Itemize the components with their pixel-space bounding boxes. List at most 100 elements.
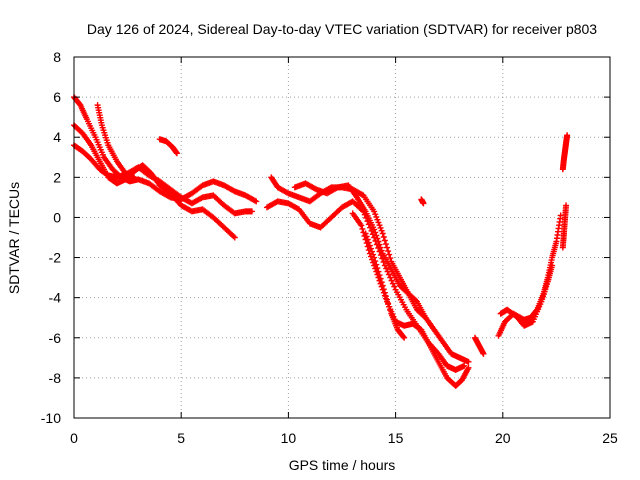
- data-point: [422, 314, 429, 321]
- data-point: [367, 245, 374, 252]
- data-point: [362, 230, 369, 237]
- data-point: [373, 261, 380, 268]
- data-point: [404, 289, 411, 296]
- y-tick-label: -6: [49, 330, 62, 346]
- series-track-j: [362, 230, 408, 341]
- data-point: [420, 200, 427, 207]
- y-tick-label: -4: [49, 290, 62, 306]
- data-point: [384, 244, 391, 251]
- data-point: [381, 237, 388, 244]
- x-tick-label: 15: [388, 430, 404, 446]
- x-axis-title: GPS time / hours: [289, 457, 396, 473]
- y-tick-label: 4: [53, 129, 61, 145]
- data-point: [382, 241, 389, 248]
- series-track-n: [497, 262, 556, 329]
- series-track-g: [263, 198, 468, 373]
- data-point: [387, 307, 394, 314]
- data-point: [378, 279, 385, 286]
- data-point: [377, 275, 384, 282]
- chart-title: Day 126 of 2024, Sidereal Day-to-day VTE…: [87, 21, 597, 37]
- series-track-k: [418, 196, 427, 207]
- x-tick-label: 5: [177, 430, 185, 446]
- data-point: [563, 202, 570, 209]
- data-point: [373, 232, 380, 239]
- data-point: [364, 236, 371, 243]
- data-point: [389, 280, 396, 287]
- data-point: [377, 244, 384, 251]
- data-point: [385, 248, 392, 255]
- data-point: [564, 132, 571, 139]
- data-point: [387, 274, 394, 281]
- y-tick-label: -10: [41, 410, 61, 426]
- data-point: [386, 303, 393, 310]
- data-point: [372, 229, 379, 236]
- data-point: [370, 251, 377, 258]
- data-point: [383, 265, 390, 272]
- y-tick-label: 6: [53, 89, 61, 105]
- data-point: [385, 271, 392, 278]
- y-tick-label: 8: [53, 49, 61, 65]
- data-point: [386, 251, 393, 258]
- axis-ticks: 0 5 10 15 20 25 -10 -8 -6 -4 -2 0 2 4 6 8: [41, 49, 618, 446]
- data-point: [359, 225, 366, 232]
- data-points: [71, 94, 571, 389]
- data-point: [461, 362, 468, 369]
- data-point: [376, 272, 383, 279]
- y-tick-label: 0: [53, 209, 61, 225]
- data-point: [375, 238, 382, 245]
- data-point: [365, 239, 372, 246]
- x-tick-label: 20: [495, 430, 511, 446]
- data-point: [380, 286, 387, 293]
- data-point: [384, 296, 391, 303]
- data-point: [173, 150, 180, 157]
- data-point: [371, 226, 378, 233]
- data-point: [421, 313, 428, 320]
- data-point: [372, 211, 379, 218]
- data-point: [371, 208, 378, 215]
- data-point: [374, 216, 381, 223]
- y-tick-label: -2: [49, 250, 62, 266]
- series-track-l: [471, 334, 487, 357]
- series-track-h: [291, 180, 429, 321]
- data-point: [401, 334, 408, 341]
- data-point: [376, 222, 383, 229]
- data-point: [374, 265, 381, 272]
- data-point: [378, 247, 385, 254]
- data-point: [465, 358, 472, 365]
- data-point: [371, 254, 378, 261]
- data-point: [549, 262, 556, 269]
- data-point: [379, 230, 386, 237]
- data-point: [374, 235, 381, 242]
- data-point: [358, 222, 365, 229]
- data-point: [231, 234, 238, 241]
- data-point: [363, 233, 370, 240]
- data-point: [375, 219, 382, 226]
- data-point: [369, 248, 376, 255]
- data-point: [248, 208, 255, 215]
- grid-lines: [74, 57, 610, 418]
- data-point: [375, 268, 382, 275]
- plot-frame: [73, 56, 611, 419]
- data-point: [391, 283, 398, 290]
- data-point: [465, 364, 472, 371]
- data-point: [372, 258, 379, 265]
- y-axis-title: SDTVAR / TECUs: [6, 182, 22, 294]
- y-tick-label: -8: [49, 370, 62, 386]
- x-tick-label: 10: [281, 430, 297, 446]
- data-point: [480, 350, 487, 357]
- series-track-c: [71, 142, 255, 217]
- y-tick-label: 2: [53, 169, 61, 185]
- data-point: [366, 242, 373, 249]
- data-point: [385, 300, 392, 307]
- data-point: [379, 282, 386, 289]
- data-point: [373, 213, 380, 220]
- x-tick-label: 25: [602, 430, 618, 446]
- x-tick-label: 0: [70, 430, 78, 446]
- data-point: [253, 198, 260, 205]
- data-point: [380, 233, 387, 240]
- data-point: [377, 224, 384, 231]
- data-point: [131, 174, 138, 181]
- data-point: [381, 289, 388, 296]
- series-track-e: [156, 136, 180, 157]
